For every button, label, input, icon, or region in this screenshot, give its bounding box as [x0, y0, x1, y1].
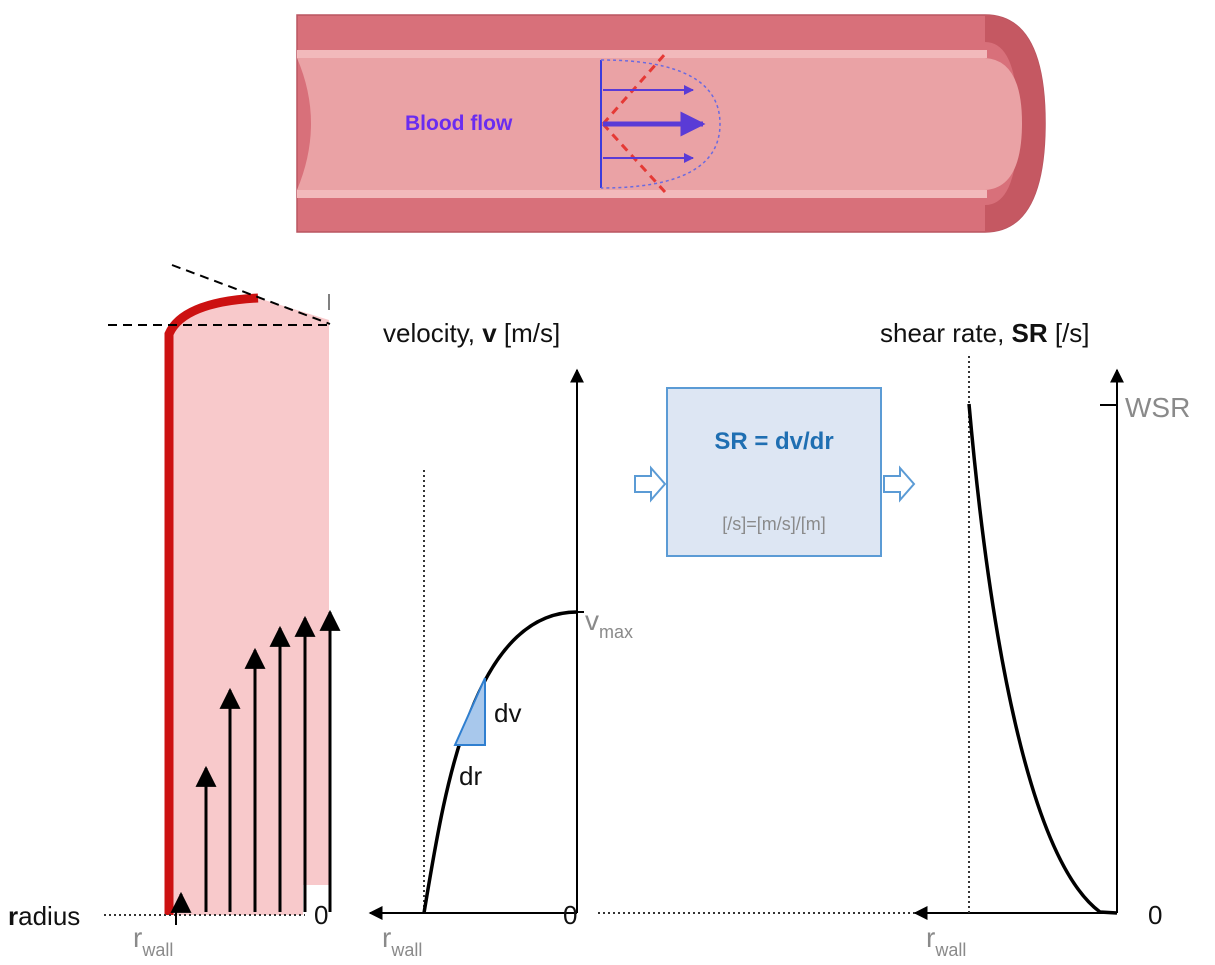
wsr-label: WSR [1125, 392, 1190, 423]
equation-box: SR = dv/dr [/s]=[m/s]/[m] [634, 387, 916, 557]
shear-rate-curve [967, 403, 1118, 915]
vmax-label: vmax [585, 605, 633, 642]
equation-text: SR = dv/dr [714, 428, 833, 455]
velocity-arrows [170, 609, 341, 913]
vessel-inner-top [297, 50, 987, 58]
shear-rate-panel: shear rate, SR [/s] WSR 0 rwall [598, 318, 1190, 960]
arrow-out-icon [883, 465, 916, 503]
equation-units: [/s]=[m/s]/[m] [722, 514, 826, 534]
velocity-axis-title: velocity, v [m/s] [383, 318, 560, 348]
tangent-dashed-line [171, 264, 331, 325]
radius-axis-label: radius [8, 901, 80, 931]
vessel-inner-bottom [297, 190, 987, 198]
dr-label: dr [459, 761, 482, 791]
profile-panel: radius 0 rwall [8, 264, 341, 960]
shear-rwall-label: rwall [926, 922, 966, 960]
velocity-zero-label: 0 [563, 900, 577, 930]
profile-fill [167, 298, 329, 915]
profile-rwall-label: rwall [133, 922, 173, 960]
equation-panel [666, 387, 882, 557]
parabolic-profile-outline [600, 59, 721, 189]
wall-boundary-line [164, 293, 259, 915]
vessel-rim [985, 15, 1045, 232]
flow-profile [600, 53, 721, 194]
dv-label: dv [494, 698, 521, 728]
shear-rate-axis-title: shear rate, SR [/s] [880, 318, 1090, 348]
velocity-rwall-label: rwall [382, 922, 422, 960]
blood-vessel: Blood flow [296, 14, 1046, 233]
slope-triangle [453, 677, 486, 746]
arrow-in-icon [634, 465, 667, 503]
profile-zero-label: 0 [314, 900, 328, 930]
shear-zero-label: 0 [1148, 900, 1162, 930]
velocity-curve [422, 610, 578, 914]
velocity-panel: velocity, v [m/s] dv dr vmax 0 rwall [368, 318, 633, 960]
blood-flow-label: Blood flow [405, 112, 513, 135]
